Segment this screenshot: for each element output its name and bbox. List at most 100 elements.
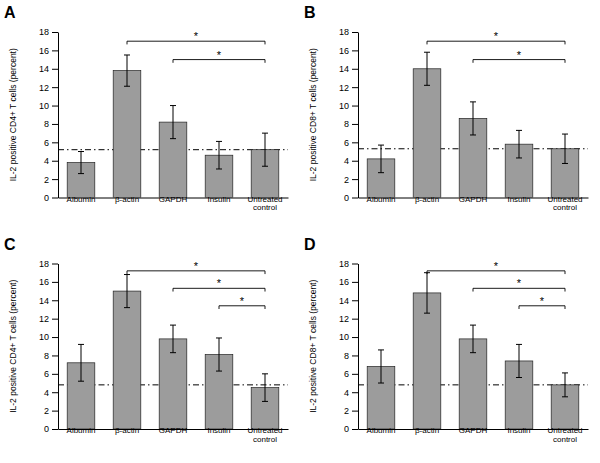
tick-label-line: Insulin xyxy=(507,195,530,204)
error-bar-cap xyxy=(170,138,176,139)
error-bar xyxy=(170,325,176,353)
error-bar-stem xyxy=(127,55,128,86)
error-bar-cap xyxy=(470,101,476,102)
error-bar-stem xyxy=(127,275,128,308)
tick: Albumin xyxy=(67,426,96,435)
tick-mark xyxy=(52,337,58,338)
tick-mark xyxy=(52,106,58,107)
tick-mark xyxy=(52,355,58,356)
error-bar-stem xyxy=(219,141,220,169)
tick-label: 14 xyxy=(39,296,49,306)
plot-area: 024681012141618Albuminβ-actinGAPDHInsuli… xyxy=(339,259,589,444)
tick: Insulin xyxy=(207,426,230,435)
bar xyxy=(459,339,487,429)
bar xyxy=(413,293,441,429)
error-bar-stem xyxy=(265,374,266,402)
tick: 8 xyxy=(44,351,58,361)
tick: 12 xyxy=(339,83,358,93)
error-bar-cap xyxy=(262,401,268,402)
significance: *** xyxy=(127,260,265,309)
tick-label: Insulin xyxy=(507,426,530,435)
axis-line xyxy=(58,33,59,199)
error-bar-cap xyxy=(170,352,176,353)
error-bar-cap xyxy=(424,313,430,314)
error-bar-cap xyxy=(562,163,568,164)
error-bar-cap xyxy=(124,54,130,55)
significance-label: * xyxy=(517,277,522,289)
tick-mark xyxy=(52,429,58,430)
plot-area: 024681012141618Albuminβ-actinGAPDHInsuli… xyxy=(39,259,289,444)
tick-label-line: Untreated xyxy=(547,195,582,204)
tick-label: GAPDH xyxy=(459,195,488,204)
tick: GAPDH xyxy=(159,195,188,204)
tick-label-line: control xyxy=(553,435,577,444)
error-bar-cap xyxy=(78,344,84,345)
tick: 14 xyxy=(339,296,358,306)
tick: 0 xyxy=(44,193,58,203)
tick-label: 10 xyxy=(39,332,49,342)
error-bar xyxy=(562,134,568,163)
bar xyxy=(113,291,141,429)
error-bar-cap xyxy=(78,381,84,382)
panel-label: A xyxy=(4,4,16,21)
error-bar-cap xyxy=(262,133,268,134)
tick: 14 xyxy=(39,296,58,306)
tick: Untreatedcontrol xyxy=(547,426,582,444)
tick-mark xyxy=(352,264,358,265)
error-bar-cap xyxy=(78,173,84,174)
error-bar-stem xyxy=(265,133,266,166)
panel: 024681012141618Albuminβ-actinGAPDHInsuli… xyxy=(4,236,289,444)
error-bar-cap xyxy=(216,168,222,169)
bar xyxy=(413,69,441,198)
tick-label-line: Insulin xyxy=(507,426,530,435)
significance-label: * xyxy=(217,277,222,289)
tick-mark xyxy=(352,106,358,107)
panel: 024681012141618Albuminβ-actinGAPDHInsuli… xyxy=(4,4,289,212)
tick-mark xyxy=(52,319,58,320)
y-axis: 024681012141618 xyxy=(39,27,59,203)
error-bar-cap xyxy=(424,52,430,53)
tick-mark xyxy=(52,50,58,51)
tick-label-line: Albumin xyxy=(367,426,396,435)
error-bar-cap xyxy=(78,151,84,152)
tick-label: 12 xyxy=(39,314,49,324)
tick-label: β-actin xyxy=(115,426,139,435)
tick: Untreatedcontrol xyxy=(247,426,282,444)
tick: 4 xyxy=(344,388,358,398)
tick: Albumin xyxy=(367,426,396,435)
tick-label: GAPDH xyxy=(159,426,188,435)
tick: 16 xyxy=(339,277,358,287)
x-axis: Albuminβ-actinGAPDHInsulinUntreatedcontr… xyxy=(359,195,589,213)
panel: 024681012141618Albuminβ-actinGAPDHInsuli… xyxy=(304,236,589,444)
tick-label: 12 xyxy=(339,314,349,324)
tick-label-line: β-actin xyxy=(415,195,439,204)
error-bar-cap xyxy=(378,145,384,146)
tick: 2 xyxy=(44,174,58,184)
error-bar-cap xyxy=(470,134,476,135)
error-bar-cap xyxy=(516,157,522,158)
tick-mark xyxy=(352,32,358,33)
tick-mark xyxy=(52,374,58,375)
error-bar-stem xyxy=(519,130,520,158)
tick-mark xyxy=(52,300,58,301)
tick-mark xyxy=(352,161,358,162)
tick-mark xyxy=(352,69,358,70)
tick-label: 0 xyxy=(344,193,349,203)
error-bar-stem xyxy=(427,52,428,85)
tick-mark xyxy=(52,124,58,125)
error-bar-cap xyxy=(562,396,568,397)
tick-mark xyxy=(52,392,58,393)
tick-label: 0 xyxy=(344,424,349,434)
tick: 16 xyxy=(39,277,58,287)
tick: 10 xyxy=(39,101,58,111)
tick-label: Untreatedcontrol xyxy=(547,195,582,213)
tick-label: 16 xyxy=(339,277,349,287)
tick-label: Albumin xyxy=(367,426,396,435)
error-bar xyxy=(170,106,176,139)
tick: Insulin xyxy=(207,195,230,204)
tick: Albumin xyxy=(67,195,96,204)
significance-label: * xyxy=(194,30,199,42)
tick-label: Untreatedcontrol xyxy=(247,195,282,213)
tick-label: Albumin xyxy=(67,426,96,435)
tick: 8 xyxy=(44,119,58,129)
